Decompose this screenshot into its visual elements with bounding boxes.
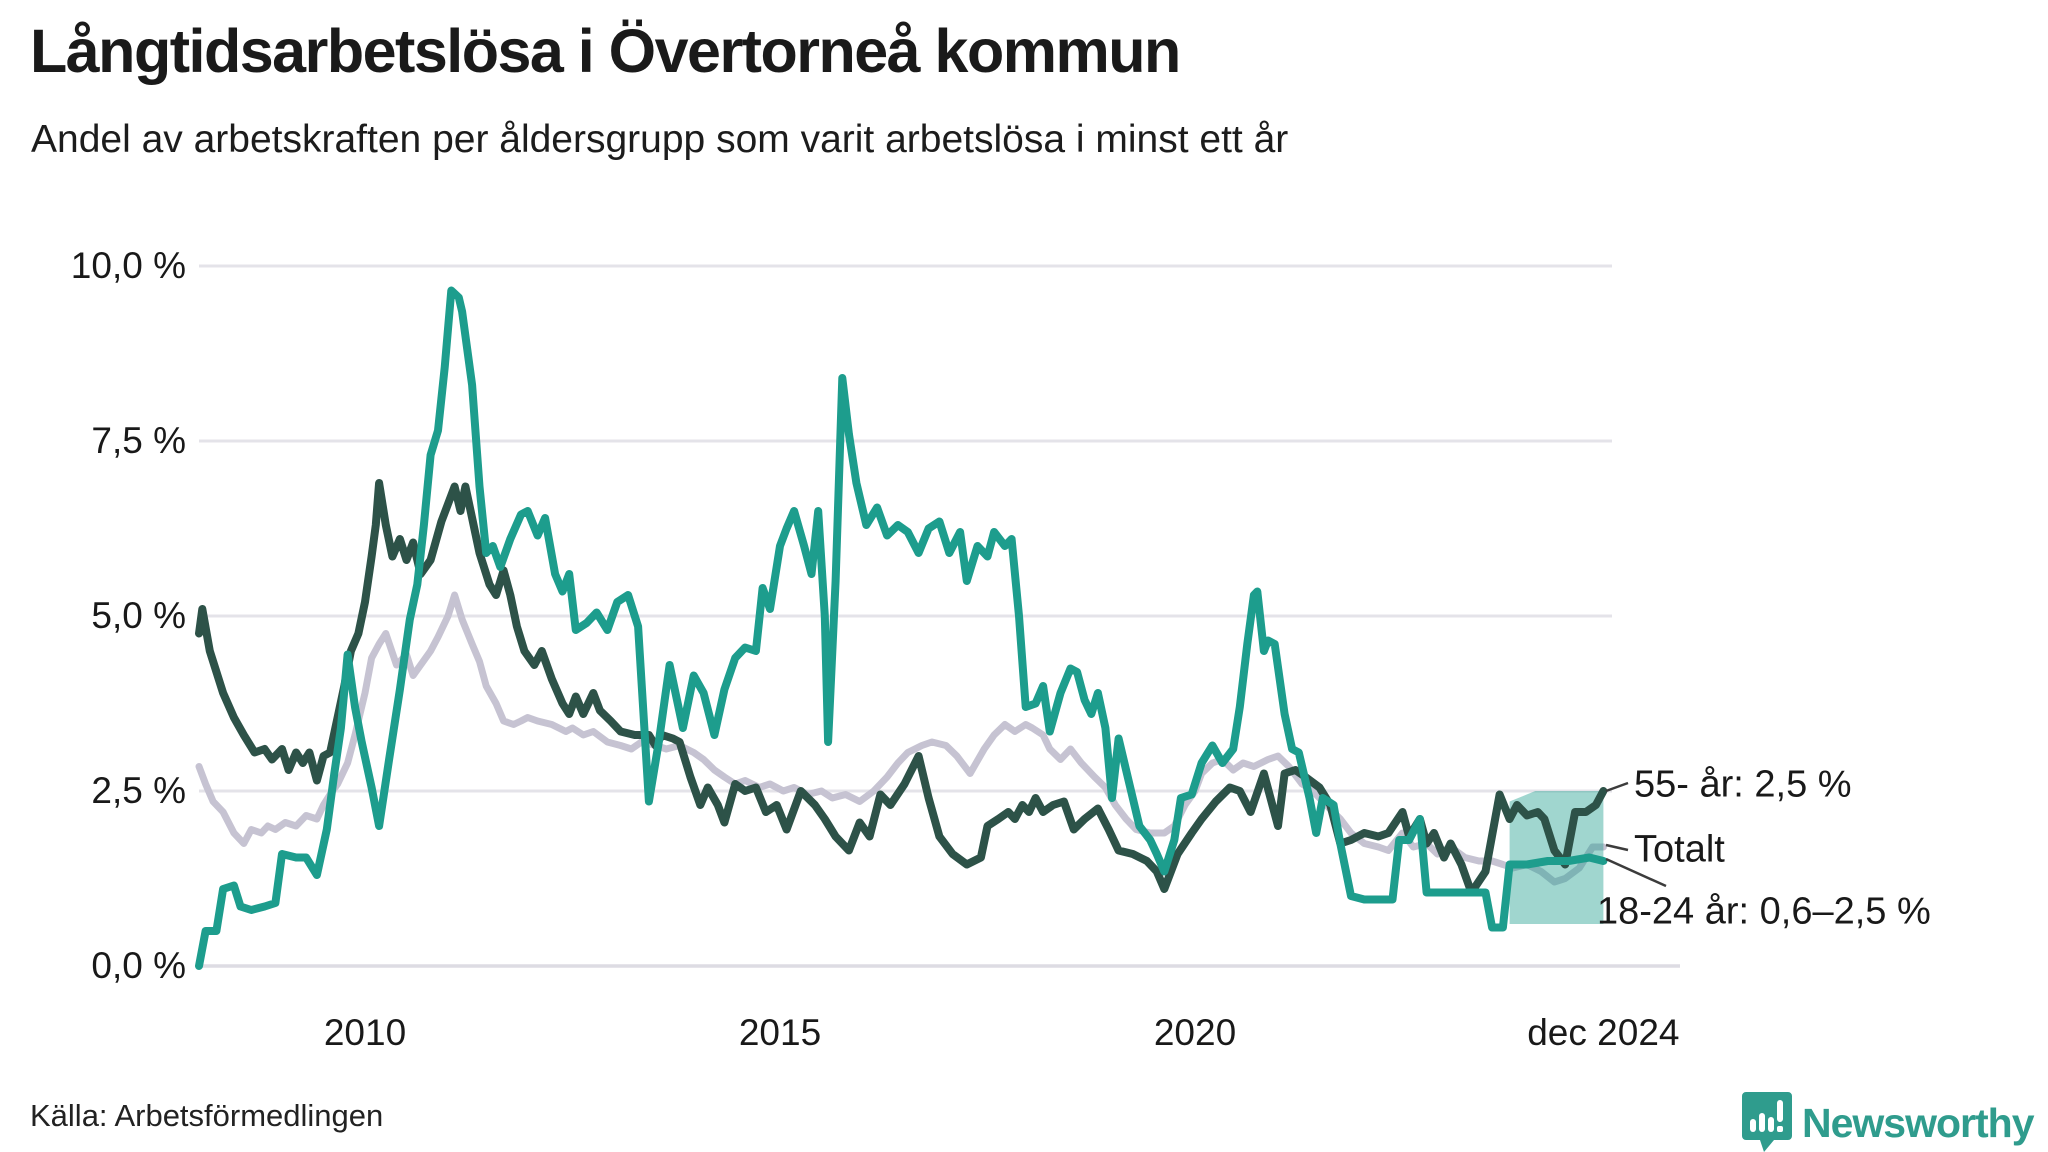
page-title: Långtidsarbetslösa i Övertorneå kommun (30, 17, 1181, 85)
x-tick-label: 2015 (738, 1012, 822, 1053)
newsworthy-wordmark: Newsworthy (1802, 1100, 2034, 1146)
source-note: Källa: Arbetsförmedlingen (30, 1098, 384, 1133)
y-tick-label: 0,0 % (91, 945, 186, 986)
annotation-connector (1605, 781, 1629, 793)
y-tick-label: 10,0 % (70, 245, 186, 286)
x-tick-label: dec 2024 (1527, 1012, 1680, 1053)
annotation-connector (1605, 843, 1629, 852)
annotation-55-ar: 55- år: 2,5 % (1634, 763, 1852, 806)
series-line-55-r (195, 479, 1608, 897)
y-tick-label: 7,5 % (91, 420, 186, 461)
newsworthy-badge-icon (1742, 1092, 1792, 1152)
x-tick-label: 2020 (1153, 1012, 1237, 1053)
series-line-18-24-r (195, 286, 1608, 970)
y-tick-label: 2,5 % (91, 770, 186, 811)
annotation-totalt: Totalt (1634, 828, 1725, 871)
annotation-18-24-ar: 18-24 år: 0,6–2,5 % (1597, 890, 1931, 933)
x-tick-label: 2010 (323, 1012, 407, 1053)
newsworthy-logo: Newsworthy (1742, 1092, 2034, 1152)
chart-subtitle: Andel av arbetskraften per åldersgrupp s… (31, 118, 1289, 161)
annotation-connector (1605, 857, 1667, 888)
y-tick-label: 5,0 % (91, 595, 186, 636)
